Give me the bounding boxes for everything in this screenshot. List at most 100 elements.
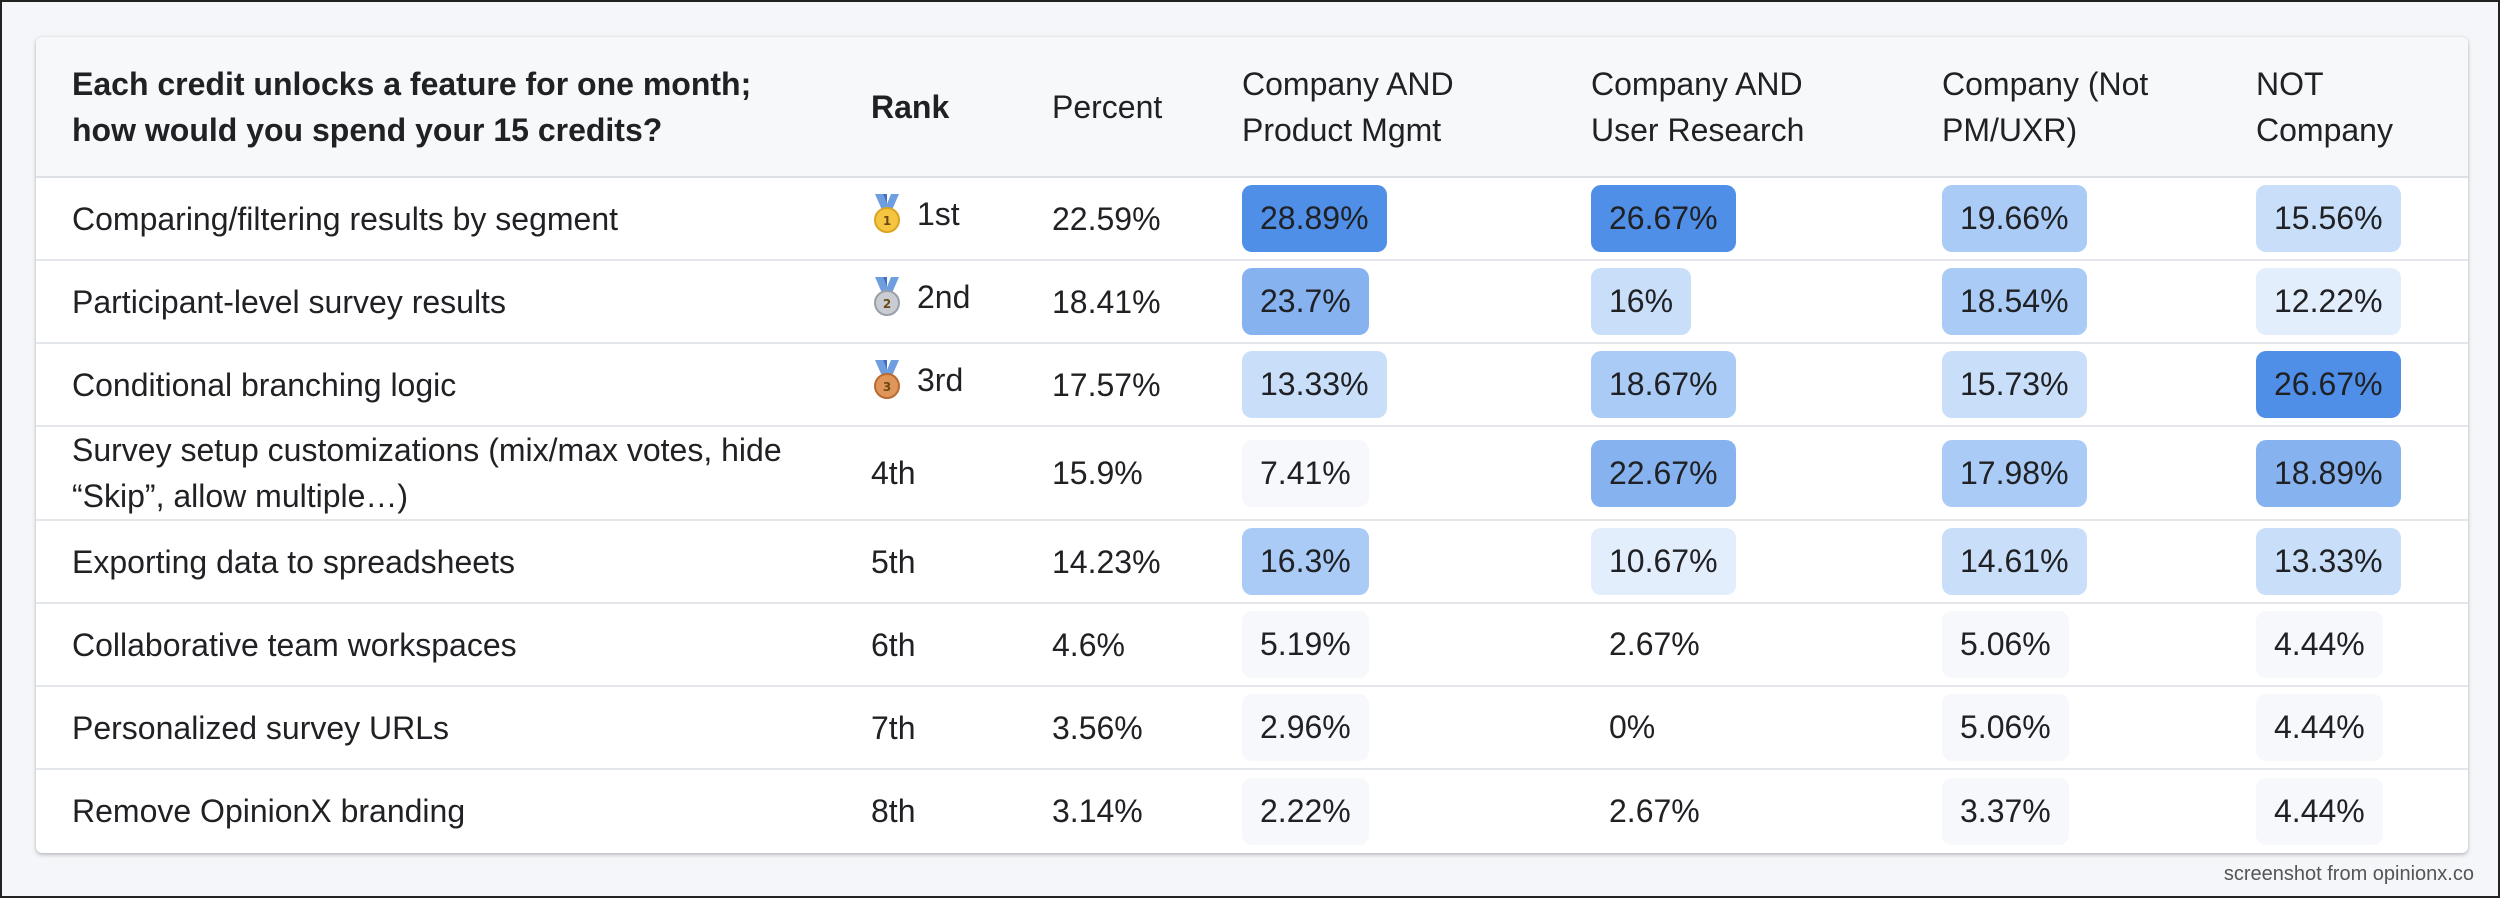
rank-cell: 4th (871, 426, 1052, 520)
segment-cell: 2.22% (1242, 769, 1591, 852)
rank-label: 7th (871, 709, 916, 746)
segment-value-pill: 12.22% (2256, 268, 2401, 335)
segment-cell: 3.37% (1942, 769, 2256, 852)
segment-value-pill: 18.67% (1591, 351, 1736, 418)
segment-value-pill: 13.33% (2256, 528, 2401, 595)
table-row: Comparing/filtering results by segment 1 1… (36, 177, 2468, 260)
rank-label: 6th (871, 626, 916, 663)
segment-cell: 4.44% (2256, 603, 2468, 686)
rank-wrap: 5th (871, 539, 915, 585)
segment-cell: 13.33% (2256, 520, 2468, 603)
segment-cell: 15.56% (2256, 177, 2468, 260)
percent-value: 18.41% (1052, 283, 1161, 320)
segment-header-company-product-mgmt[interactable]: Company AND Product Mgmt (1242, 37, 1591, 178)
segment-value-pill: 4.44% (2256, 694, 2383, 761)
rank-wrap: 8th (871, 788, 915, 834)
segment-cell: 18.89% (2256, 426, 2468, 520)
segment-cell: 17.98% (1942, 426, 2256, 520)
segment-cell: 23.7% (1242, 260, 1591, 343)
segment-value-pill: 14.61% (1942, 528, 2087, 595)
segment-cell: 28.89% (1242, 177, 1591, 260)
rank-cell: 6th (871, 603, 1052, 686)
rank-cell: 3 3rd (871, 343, 1052, 426)
segment-value-pill: 22.67% (1591, 439, 1736, 507)
segment-value-pill: 4.44% (2256, 777, 2383, 845)
percent-value: 15.9% (1052, 455, 1143, 491)
rank-label: 1st (917, 196, 960, 232)
segment-value-pill: 26.67% (2256, 351, 2401, 418)
feature-name: Collaborative team workspaces (72, 626, 517, 663)
segment-cell: 5.19% (1242, 603, 1591, 686)
table-row: Remove OpinionX branding 8th 3.14% 2.22% 2.6… (36, 769, 2468, 852)
segment-cell: 16% (1591, 260, 1942, 343)
segment-value-pill: 17.98% (1942, 439, 2087, 507)
percent-value: 3.56% (1052, 709, 1143, 746)
segment-value-pill: 16.3% (1242, 528, 1369, 595)
segment-cell: 18.67% (1591, 343, 1942, 426)
segment-value-pill: 2.67% (1609, 792, 1700, 829)
segment-value-pill: 5.06% (1942, 694, 2069, 761)
segment-cell: 22.67% (1591, 426, 1942, 520)
feature-name: Conditional branching logic (72, 366, 457, 403)
segment-value-pill: 18.54% (1942, 268, 2087, 335)
table-header-row: Each credit unlocks a feature for one mo… (36, 37, 2468, 178)
segment-cell: 4.44% (2256, 769, 2468, 852)
segment-cell: 26.67% (1591, 177, 1942, 260)
segment-cell: 19.66% (1942, 177, 2256, 260)
segment-cell: 5.06% (1942, 603, 2256, 686)
segment-value-pill: 5.19% (1242, 611, 1369, 678)
rank-label: 4th (871, 455, 916, 491)
table-row: Exporting data to spreadsheets 5th 14.23% 1… (36, 520, 2468, 603)
segment-value-pill: 5.06% (1942, 611, 2069, 678)
rank-wrap: 7th (871, 705, 915, 751)
feature-name: Comparing/filtering results by segment (72, 200, 619, 237)
rank-label: 3rd (917, 362, 964, 398)
rank-header[interactable]: Rank (871, 37, 1052, 178)
rank-cell: 5th (871, 520, 1052, 603)
segment-value-pill: 3.37% (1942, 777, 2069, 845)
segment-cell: 4.44% (2256, 686, 2468, 769)
segment-value-pill: 26.67% (1591, 185, 1736, 252)
segment-header-not-company[interactable]: NOT Company (2256, 37, 2468, 178)
segment-cell: 10.67% (1591, 520, 1942, 603)
segment-cell: 7.41% (1242, 426, 1591, 520)
table-row: Collaborative team workspaces 6th 4.6% 5.19… (36, 603, 2468, 686)
feature-name: Exporting data to spreadsheets (72, 543, 515, 580)
bronze-medal-icon: 3 (874, 360, 900, 399)
segment-cell: 13.33% (1242, 343, 1591, 426)
segment-header-company-not-pm-uxr[interactable]: Company (Not PM/UXR) (1942, 37, 2256, 178)
gold-medal-icon: 1 (874, 194, 900, 233)
rank-label: 8th (871, 793, 916, 829)
silver-medal-icon: 2 (874, 277, 900, 316)
segment-value-pill: 0% (1609, 709, 1656, 745)
segment-value-pill: 4.44% (2256, 611, 2383, 678)
rank-wrap: 3 3rd (871, 357, 963, 403)
table-row: Conditional branching logic 3 3rd 17.57% 13.… (36, 343, 2468, 426)
segment-cell: 26.67% (2256, 343, 2468, 426)
feature-name: Participant-level survey results (72, 283, 506, 320)
segment-value-pill: 23.7% (1242, 268, 1369, 335)
percent-header[interactable]: Percent (1052, 37, 1242, 178)
segment-cell: 2.96% (1242, 686, 1591, 769)
percent-value: 4.6% (1052, 626, 1125, 663)
segment-value-pill: 10.67% (1591, 528, 1736, 595)
results-table-card: Each credit unlocks a feature for one mo… (36, 37, 2468, 853)
rank-label: 2nd (917, 279, 971, 315)
segment-cell: 2.67% (1591, 769, 1942, 852)
feature-name: Survey setup customizations (mix/max vot… (72, 432, 782, 514)
feature-name: Personalized survey URLs (72, 709, 450, 746)
segment-value-pill: 7.41% (1242, 439, 1369, 507)
rank-cell: 2 2nd (871, 260, 1052, 343)
rank-wrap: 6th (871, 622, 915, 668)
segment-cell: 5.06% (1942, 686, 2256, 769)
segment-cell: 2.67% (1591, 603, 1942, 686)
segment-header-company-user-research[interactable]: Company AND User Research (1591, 37, 1942, 178)
svg-text:2: 2 (883, 297, 891, 311)
table-row: Participant-level survey results 2 2nd 18.4… (36, 260, 2468, 343)
segment-value-pill: 28.89% (1242, 185, 1387, 252)
percent-value: 14.23% (1052, 543, 1161, 580)
segment-cell: 0% (1591, 686, 1942, 769)
segment-cell: 12.22% (2256, 260, 2468, 343)
rank-cell: 1 1st (871, 177, 1052, 260)
